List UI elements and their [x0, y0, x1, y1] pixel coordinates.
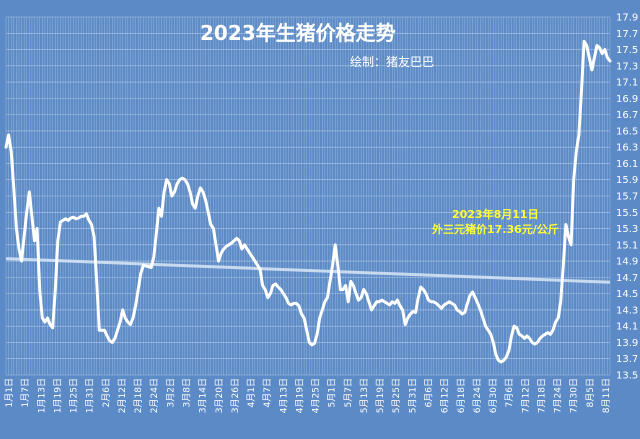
y-tick-label: 16.3	[616, 143, 638, 154]
x-tick-label: 8月11日	[601, 378, 612, 413]
x-tick-label: 3月26日	[230, 378, 241, 413]
x-tick-label: 1月1日	[4, 378, 15, 407]
x-tick-label: 5月7日	[343, 378, 354, 407]
x-tick-label: 8月5日	[585, 378, 596, 407]
y-tick-label: 13.9	[616, 338, 638, 349]
x-tick-label: 1月25日	[69, 378, 80, 413]
y-tick-label: 15.5	[616, 208, 638, 219]
chart-title: 2023年生猪价格走势	[200, 21, 396, 45]
x-tick-label: 5月25日	[391, 378, 402, 413]
y-tick-label: 17.9	[616, 13, 638, 24]
x-axis-ticks: 1月1日 1月7日 1月13日 1月19日 1月25日 1月31日 2月6日 2月12日 2月1…	[4, 378, 612, 413]
y-tick-label: 16.1	[616, 159, 638, 170]
x-tick-label: 7月6日	[504, 378, 515, 407]
x-tick-label: 1月31日	[85, 378, 96, 413]
y-tick-label: 13.7	[616, 354, 638, 365]
y-tick-label: 15.1	[616, 240, 638, 251]
x-tick-label: 3月14日	[198, 378, 209, 413]
x-tick-label: 5月31日	[407, 378, 418, 413]
x-tick-label: 6月6日	[424, 378, 435, 407]
y-tick-label: 15.7	[616, 192, 638, 203]
y-tick-label: 15.9	[616, 175, 638, 186]
x-tick-label: 4月7日	[262, 378, 273, 407]
x-tick-label: 7月30日	[569, 378, 580, 413]
x-tick-label: 4月13日	[278, 378, 289, 413]
x-tick-label: 3月20日	[214, 378, 225, 413]
x-tick-label: 4月1日	[246, 378, 257, 407]
x-tick-label: 2月12日	[117, 378, 128, 413]
y-tick-label: 14.1	[616, 322, 638, 333]
x-tick-label: 6月24日	[472, 378, 483, 413]
x-tick-label: 2月24日	[149, 378, 160, 413]
x-tick-label: 1月13日	[36, 378, 47, 413]
x-tick-label: 5月1日	[327, 378, 338, 407]
x-tick-label: 3月8日	[181, 378, 192, 407]
grid-lines	[5, 16, 611, 376]
x-tick-label: 7月12日	[520, 378, 531, 413]
x-tick-label: 1月7日	[20, 378, 31, 407]
x-tick-label: 7月24日	[553, 378, 564, 413]
y-axis-ticks: 13.5 13.7 13.9 14.1 14.3 14.5 14.7 14.9 15.1 15.3…	[616, 13, 638, 382]
y-tick-label: 14.7	[616, 273, 638, 284]
x-tick-label: 3月2日	[165, 378, 176, 407]
y-tick-label: 16.5	[616, 126, 638, 137]
annotation-date: 2023年8月11日	[452, 207, 539, 221]
y-tick-label: 14.5	[616, 289, 638, 300]
x-tick-label: 2月6日	[101, 378, 112, 407]
x-tick-label: 5月13日	[359, 378, 370, 413]
x-tick-label: 6月12日	[440, 378, 451, 413]
y-tick-label: 14.3	[616, 305, 638, 316]
chart-subtitle: 绘制：猪友巴巴	[350, 54, 434, 69]
x-tick-label: 4月19日	[294, 378, 305, 413]
trend-line	[5, 257, 611, 284]
x-tick-label: 6月18日	[456, 378, 467, 413]
annotation-price: 外三元猪价17.36元/公斤	[431, 222, 559, 236]
y-tick-label: 13.5	[616, 371, 638, 382]
y-tick-label: 15.3	[616, 224, 638, 235]
x-tick-label: 6月30日	[488, 378, 499, 413]
price-series-line	[4, 39, 612, 364]
x-tick-label: 5月19日	[375, 378, 386, 413]
y-tick-label: 17.5	[616, 45, 638, 56]
y-tick-label: 14.9	[616, 257, 638, 268]
y-tick-label: 17.3	[616, 61, 638, 72]
y-tick-label: 17.1	[616, 78, 638, 89]
x-tick-label: 1月19日	[52, 378, 63, 413]
y-tick-label: 16.9	[616, 94, 638, 105]
x-tick-label: 7月18日	[536, 378, 547, 413]
y-tick-label: 16.7	[616, 110, 638, 121]
x-tick-label: 2月18日	[133, 378, 144, 413]
x-tick-label: 4月25日	[311, 378, 322, 413]
y-tick-label: 17.7	[616, 29, 638, 40]
